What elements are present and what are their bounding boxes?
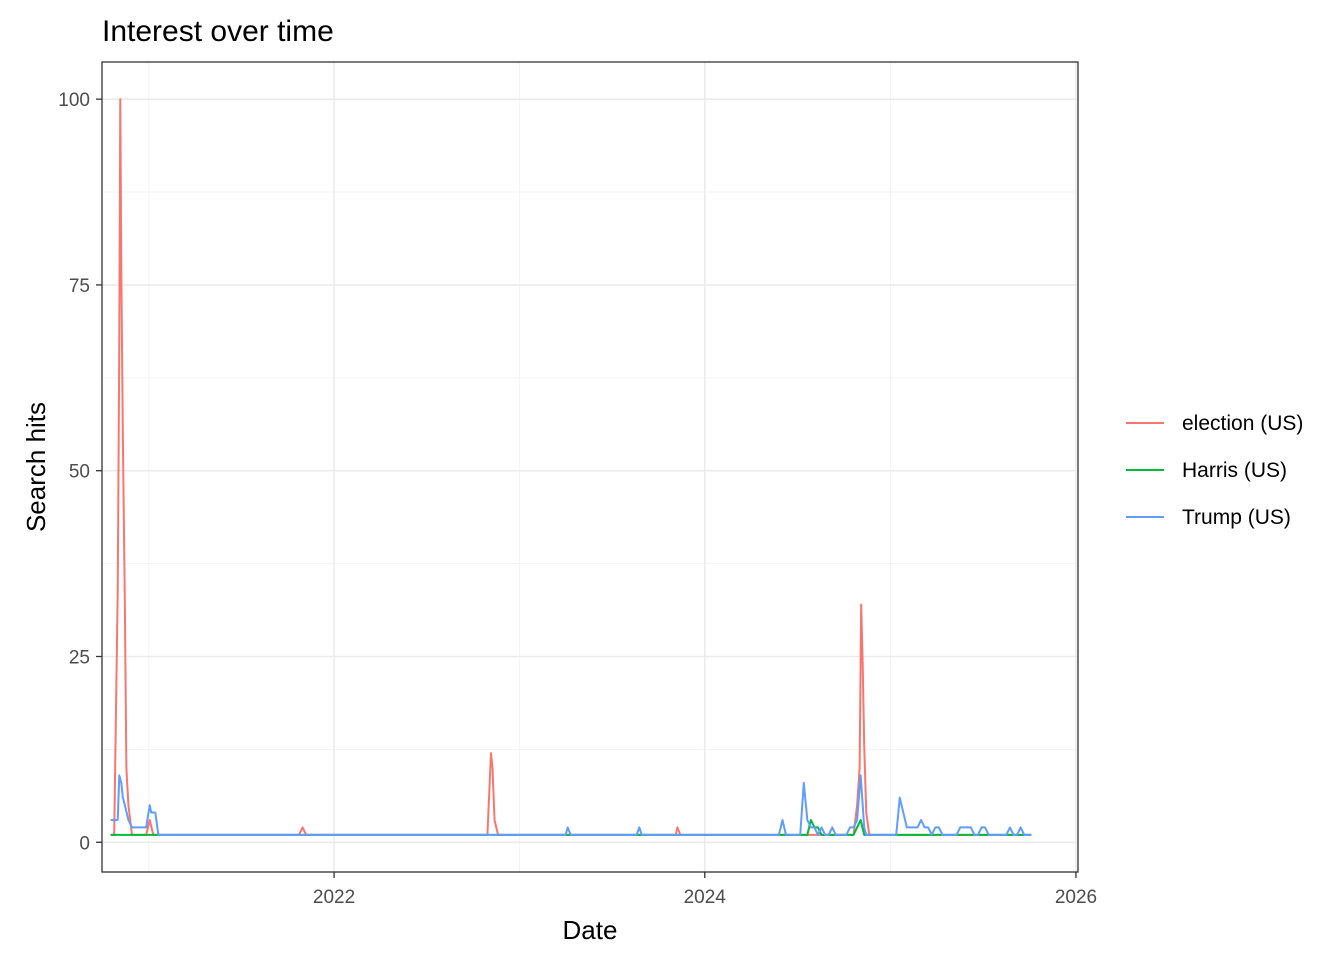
y-tick-label: 50: [69, 462, 90, 483]
x-axis: 2022 2024 2026: [313, 872, 1097, 908]
panel-border: [101, 61, 1079, 873]
x-tick-label: 2026: [1055, 887, 1097, 908]
series-line-harris-us: [110, 818, 1032, 836]
legend-label-election-us: election (US): [1182, 412, 1303, 435]
y-tick-label: 25: [69, 647, 90, 668]
series-line-trump-us: [110, 774, 1032, 836]
y-tick-label: 75: [69, 276, 90, 297]
series-lines: [110, 98, 1032, 836]
y-tick-label: 100: [58, 90, 90, 111]
minor-gridlines: [102, 62, 1078, 872]
y-axis-title: Search hits: [21, 402, 51, 532]
y-axis: 0 25 50 75 100: [58, 90, 102, 854]
x-tick-label: 2024: [684, 887, 727, 908]
legend-label-harris-us: Harris (US): [1182, 459, 1287, 482]
plot-panel: [101, 61, 1079, 873]
legend-item-election-us: election (US): [1126, 412, 1303, 435]
series-line-election-us: [110, 98, 1032, 836]
x-axis-title: Date: [563, 915, 618, 945]
legend-label-trump-us: Trump (US): [1182, 506, 1291, 529]
legend-item-harris-us: Harris (US): [1126, 459, 1287, 482]
legend: election (US) Harris (US) Trump (US): [1126, 412, 1303, 529]
chart-title: Interest over time: [102, 15, 334, 48]
y-tick-label: 0: [79, 833, 90, 854]
legend-item-trump-us: Trump (US): [1126, 506, 1291, 529]
x-tick-label: 2022: [313, 887, 355, 908]
major-gridlines: [102, 62, 1078, 872]
